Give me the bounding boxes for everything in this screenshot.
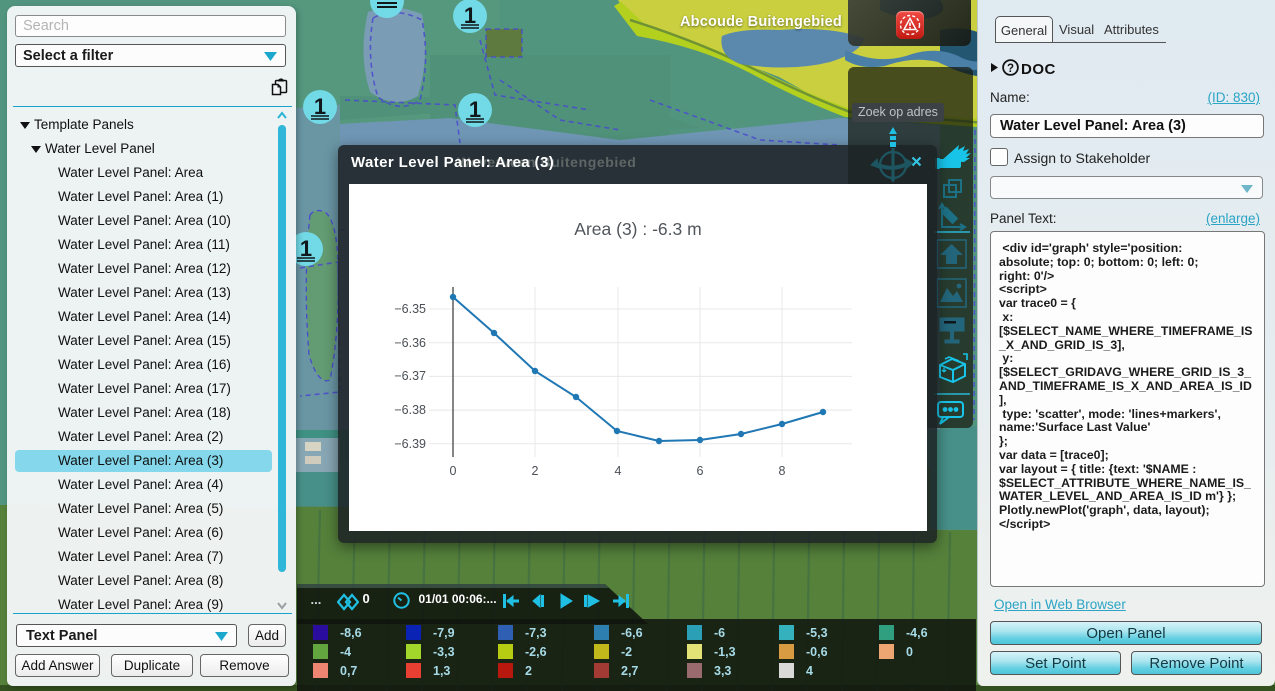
svg-text:1: 1	[300, 236, 312, 261]
svg-text:2: 2	[532, 464, 539, 478]
svg-text:8: 8	[779, 464, 786, 478]
svg-text:1: 1	[314, 94, 326, 119]
svg-text:-5,3: -5,3	[806, 626, 828, 640]
svg-text:-4,6: -4,6	[906, 626, 928, 640]
svg-text:1: 1	[469, 97, 481, 122]
svg-text:3,3: 3,3	[714, 664, 731, 678]
svg-text:-4: -4	[340, 645, 351, 659]
svg-text:?: ?	[1007, 63, 1014, 75]
svg-text:Abcoude Buitengebied: Abcoude Buitengebied	[680, 14, 842, 30]
svg-text:−6.37: −6.37	[394, 369, 426, 383]
svg-text:-8,6: -8,6	[340, 626, 362, 640]
svg-text:-7,3: -7,3	[525, 626, 547, 640]
svg-text:−6.38: −6.38	[394, 403, 426, 417]
svg-text:1,3: 1,3	[433, 664, 450, 678]
svg-text:−6.35: −6.35	[394, 302, 426, 316]
svg-text:-6: -6	[714, 626, 725, 640]
svg-text:−6.36: −6.36	[394, 336, 426, 350]
svg-text:-3,3: -3,3	[433, 645, 455, 659]
svg-text:-2: -2	[621, 645, 632, 659]
svg-text:0: 0	[906, 645, 913, 659]
svg-text:2,7: 2,7	[621, 664, 638, 678]
svg-text:4: 4	[615, 464, 622, 478]
svg-text:-0,6: -0,6	[806, 645, 828, 659]
svg-text:-1,3: -1,3	[714, 645, 736, 659]
svg-text:1: 1	[464, 3, 476, 28]
svg-text:2: 2	[525, 664, 532, 678]
svg-text:Area (3) : -6.3 m: Area (3) : -6.3 m	[574, 219, 701, 239]
svg-text:0: 0	[450, 464, 457, 478]
svg-text:-6,6: -6,6	[621, 626, 643, 640]
svg-text:-7,9: -7,9	[433, 626, 455, 640]
svg-text:0,7: 0,7	[340, 664, 357, 678]
svg-text:−6.39: −6.39	[394, 437, 426, 451]
svg-text:-2,6: -2,6	[525, 645, 547, 659]
svg-text:6: 6	[697, 464, 704, 478]
svg-text:4: 4	[806, 664, 813, 678]
